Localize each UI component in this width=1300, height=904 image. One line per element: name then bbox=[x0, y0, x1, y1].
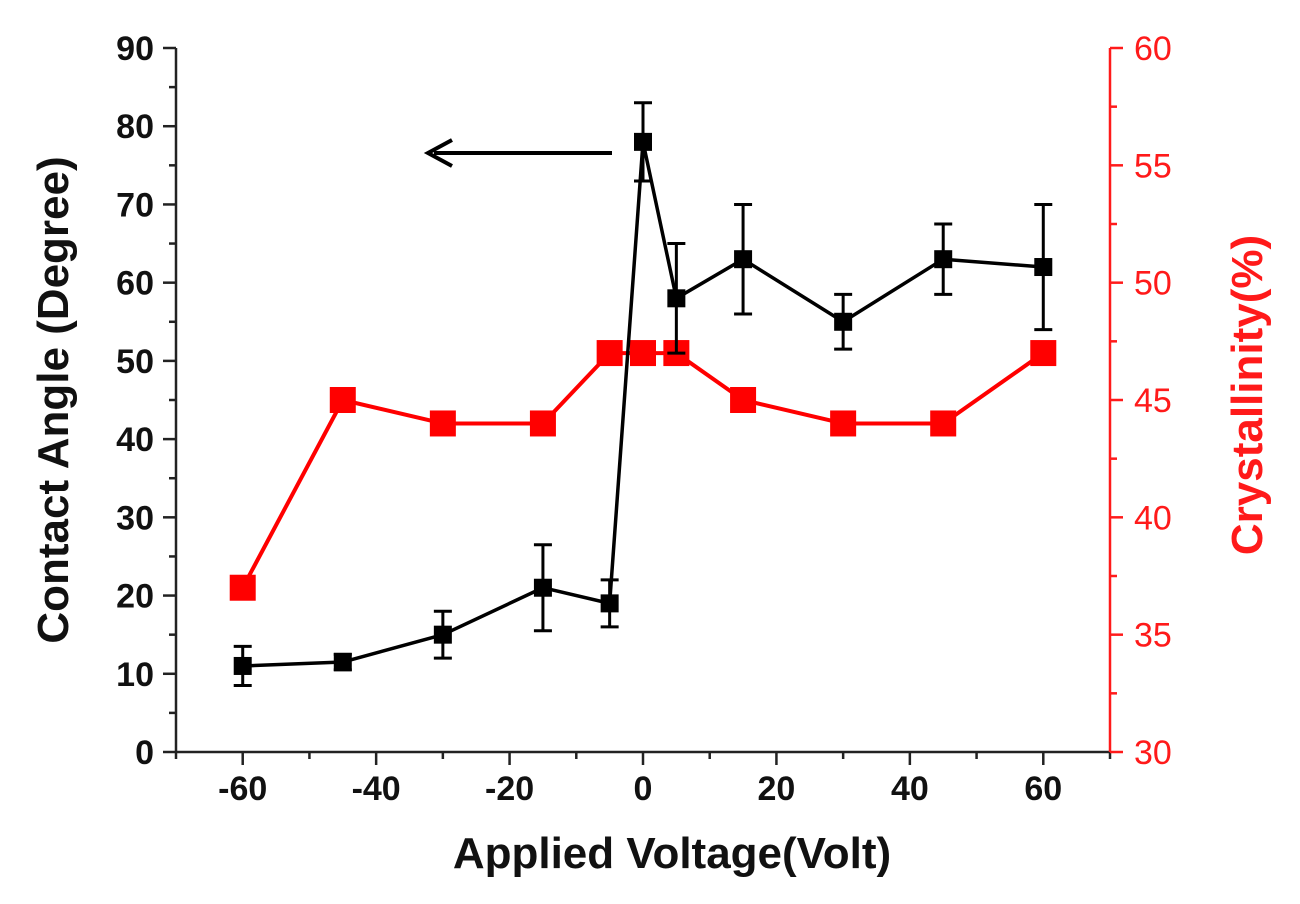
right-tick-label: 50 bbox=[1134, 265, 1172, 303]
contact-angle-point bbox=[934, 250, 953, 269]
left-tick-label: 80 bbox=[116, 108, 154, 146]
crystallinity-point bbox=[830, 410, 857, 437]
crystallinity-point bbox=[429, 410, 456, 437]
contact-angle-point bbox=[734, 250, 753, 269]
contact-angle-point bbox=[233, 656, 252, 675]
left-tick-label: 90 bbox=[116, 30, 154, 68]
crystallinity-point bbox=[229, 574, 256, 601]
crystallinity-point bbox=[329, 387, 356, 413]
series-layer bbox=[229, 101, 1057, 688]
left-tick-label: 70 bbox=[116, 186, 154, 224]
annotation-layer bbox=[423, 138, 612, 168]
right-tick-label: 40 bbox=[1134, 499, 1172, 537]
x-tick-label: 40 bbox=[891, 770, 929, 808]
contact-angle-point bbox=[600, 594, 619, 613]
contact-angle-point bbox=[533, 578, 552, 597]
right-tick-label: 45 bbox=[1134, 382, 1172, 420]
x-tick-label: 20 bbox=[758, 770, 796, 808]
contact-angle-point bbox=[433, 625, 452, 644]
left-tick-label: 0 bbox=[135, 734, 154, 772]
left-tick-label: 30 bbox=[116, 499, 154, 537]
contact-angle-point bbox=[634, 132, 652, 151]
crystallinity-point bbox=[1030, 340, 1057, 367]
crystallinity-point bbox=[930, 410, 957, 437]
crystallinity-point bbox=[730, 387, 757, 413]
left-tick-label: 50 bbox=[116, 343, 154, 381]
crystallinity-point bbox=[630, 340, 656, 367]
x-tick-label: -60 bbox=[218, 770, 267, 808]
right-tick-label: 60 bbox=[1134, 30, 1172, 68]
crystallinity-point bbox=[529, 410, 556, 437]
left-tick-label: 10 bbox=[116, 656, 154, 694]
contact-angle-point bbox=[834, 312, 853, 331]
left-tick-label: 40 bbox=[116, 421, 154, 459]
left-tick-label: 20 bbox=[116, 578, 154, 616]
left-y-axis-title: Contact Angle (Degree) bbox=[29, 156, 78, 643]
right-y-axis-title: Crystallinity(%) bbox=[1223, 235, 1272, 555]
x-tick-label: -40 bbox=[352, 770, 401, 808]
axes-layer: -60 -40 -20 0 20 40 60 0 10 20 30 40 50 60 70 80 90 30 35 4… bbox=[116, 30, 1172, 808]
left-tick-label: 60 bbox=[116, 265, 154, 303]
crystallinity-line bbox=[240, 351, 1045, 589]
crystallinity-point bbox=[596, 340, 623, 367]
right-tick-label: 35 bbox=[1134, 617, 1172, 655]
right-tick-label: 30 bbox=[1134, 734, 1172, 772]
contact-angle-point bbox=[1034, 258, 1053, 277]
x-tick-label: 60 bbox=[1024, 770, 1062, 808]
left-arrow-icon bbox=[423, 138, 453, 168]
contact-angle-point bbox=[667, 289, 686, 308]
x-tick-label: 0 bbox=[634, 770, 653, 808]
x-axis-title: Applied Voltage(Volt) bbox=[453, 829, 891, 878]
x-tick-label: -20 bbox=[485, 770, 534, 808]
contact-angle-point bbox=[333, 653, 352, 672]
right-tick-label: 55 bbox=[1134, 147, 1172, 185]
